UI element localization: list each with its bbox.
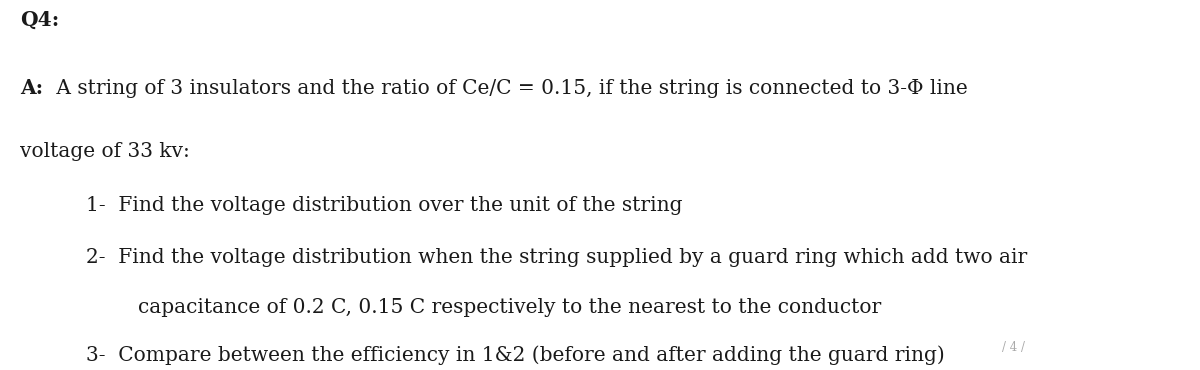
Text: Q4:: Q4: [20, 10, 60, 30]
Text: 1-  Find the voltage distribution over the unit of the string: 1- Find the voltage distribution over th… [86, 196, 683, 215]
Text: / 4 /: / 4 / [1002, 342, 1025, 354]
Text: A string of 3 insulators and the ratio of Ce/C = 0.15, if the string is connecte: A string of 3 insulators and the ratio o… [50, 79, 968, 98]
Text: voltage of 33 kv:: voltage of 33 kv: [20, 142, 191, 161]
Text: A:: A: [20, 78, 43, 98]
Text: capacitance of 0.2 C, 0.15 C respectively to the nearest to the conductor: capacitance of 0.2 C, 0.15 C respectivel… [138, 297, 881, 317]
Text: 2-  Find the voltage distribution when the string supplied by a guard ring which: 2- Find the voltage distribution when th… [86, 248, 1027, 267]
Text: 3-  Compare between the efficiency in 1&2 (before and after adding the guard rin: 3- Compare between the efficiency in 1&2… [86, 345, 946, 365]
